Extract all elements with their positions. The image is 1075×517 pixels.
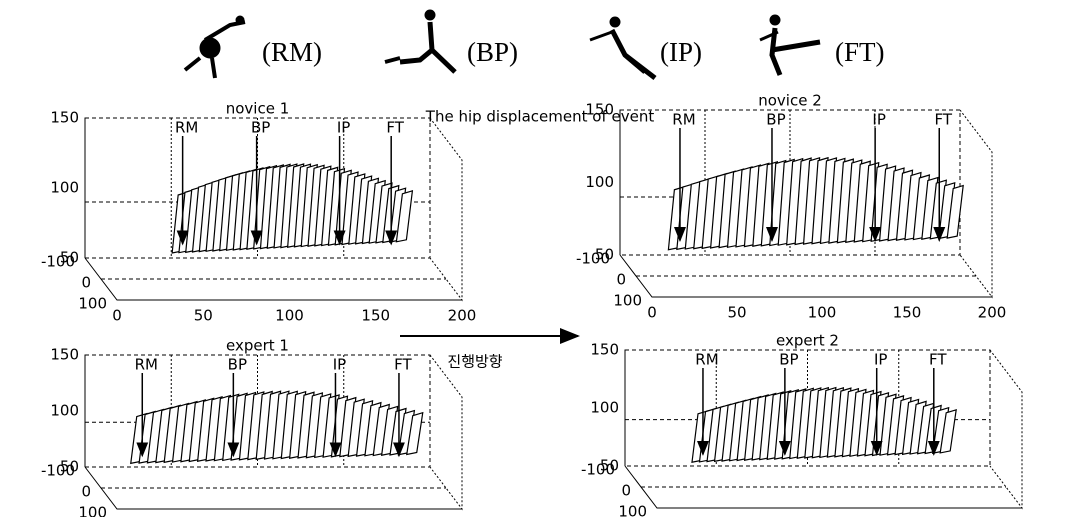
y-tick-label: 0: [81, 274, 91, 292]
side-wall: [990, 350, 1022, 508]
event-label: BP: [766, 111, 785, 129]
y-tick-label: 100: [618, 503, 647, 517]
z-tick-label: 150: [50, 346, 79, 364]
z-tick-label: 100: [50, 179, 79, 197]
x-tick-label: 100: [275, 307, 304, 325]
y-tick-label: 100: [78, 504, 107, 517]
y-tick-label: 0: [616, 271, 626, 289]
phase-label: (RM): [262, 37, 322, 67]
z-tick-label: 100: [585, 173, 614, 191]
event-label: IP: [874, 351, 887, 369]
event-label: FT: [934, 111, 952, 129]
z-tick-label: 150: [50, 109, 79, 127]
x-tick-label: 200: [978, 304, 1007, 322]
event-label: IP: [333, 356, 346, 374]
event-label: BP: [228, 356, 247, 374]
event-label: IP: [337, 119, 350, 137]
event-label: BP: [779, 351, 798, 369]
x-tick-label: 150: [893, 304, 922, 322]
phase-icon: [590, 17, 655, 78]
x-tick-label: 50: [194, 307, 213, 325]
panel-title: novice 2: [758, 92, 822, 110]
event-label: RM: [135, 356, 158, 374]
side-wall: [960, 110, 992, 297]
event-label: RM: [175, 119, 198, 137]
x-tick-label: 0: [647, 304, 657, 322]
event-label: FT: [394, 356, 412, 374]
event-label: FT: [929, 351, 947, 369]
phase-icon: [385, 10, 455, 72]
x-tick-label: 100: [808, 304, 837, 322]
figure: (RM) (BP) (IP) (FT) The hip displacement…: [0, 0, 1075, 517]
x-tick-label: 200: [448, 307, 477, 325]
x-tick-label: 0: [112, 307, 122, 325]
z-tick-label: 100: [50, 402, 79, 420]
y-tick-label: -100: [41, 253, 75, 271]
x-tick-label: 50: [727, 304, 746, 322]
side-wall: [430, 118, 462, 300]
direction-label: 진행방향: [447, 353, 502, 371]
panel-title: expert 1: [226, 337, 289, 355]
y-tick-label: -100: [41, 462, 75, 480]
event-label: IP: [872, 111, 885, 129]
z-tick-label: 100: [590, 399, 619, 417]
phase-icon: [760, 15, 820, 75]
phase-label: (FT): [835, 37, 885, 67]
y-tick-label: -100: [576, 250, 610, 268]
z-tick-label: 150: [590, 341, 619, 359]
y-tick-label: 100: [78, 295, 107, 313]
y-tick-label: -100: [581, 461, 615, 479]
phase-icon: [185, 16, 245, 78]
event-label: BP: [251, 119, 270, 137]
panel-title: novice 1: [226, 100, 290, 118]
event-label: FT: [386, 119, 404, 137]
z-tick-label: 150: [585, 101, 614, 119]
side-wall: [430, 355, 462, 509]
panel-title: expert 2: [776, 332, 839, 350]
y-tick-label: 0: [81, 483, 91, 501]
event-label: RM: [695, 351, 718, 369]
y-tick-label: 100: [613, 292, 642, 310]
y-tick-label: 0: [621, 482, 631, 500]
event-label: RM: [672, 111, 695, 129]
phase-label: (BP): [467, 37, 518, 67]
x-tick-label: 150: [361, 307, 390, 325]
phase-label: (IP): [660, 37, 702, 67]
